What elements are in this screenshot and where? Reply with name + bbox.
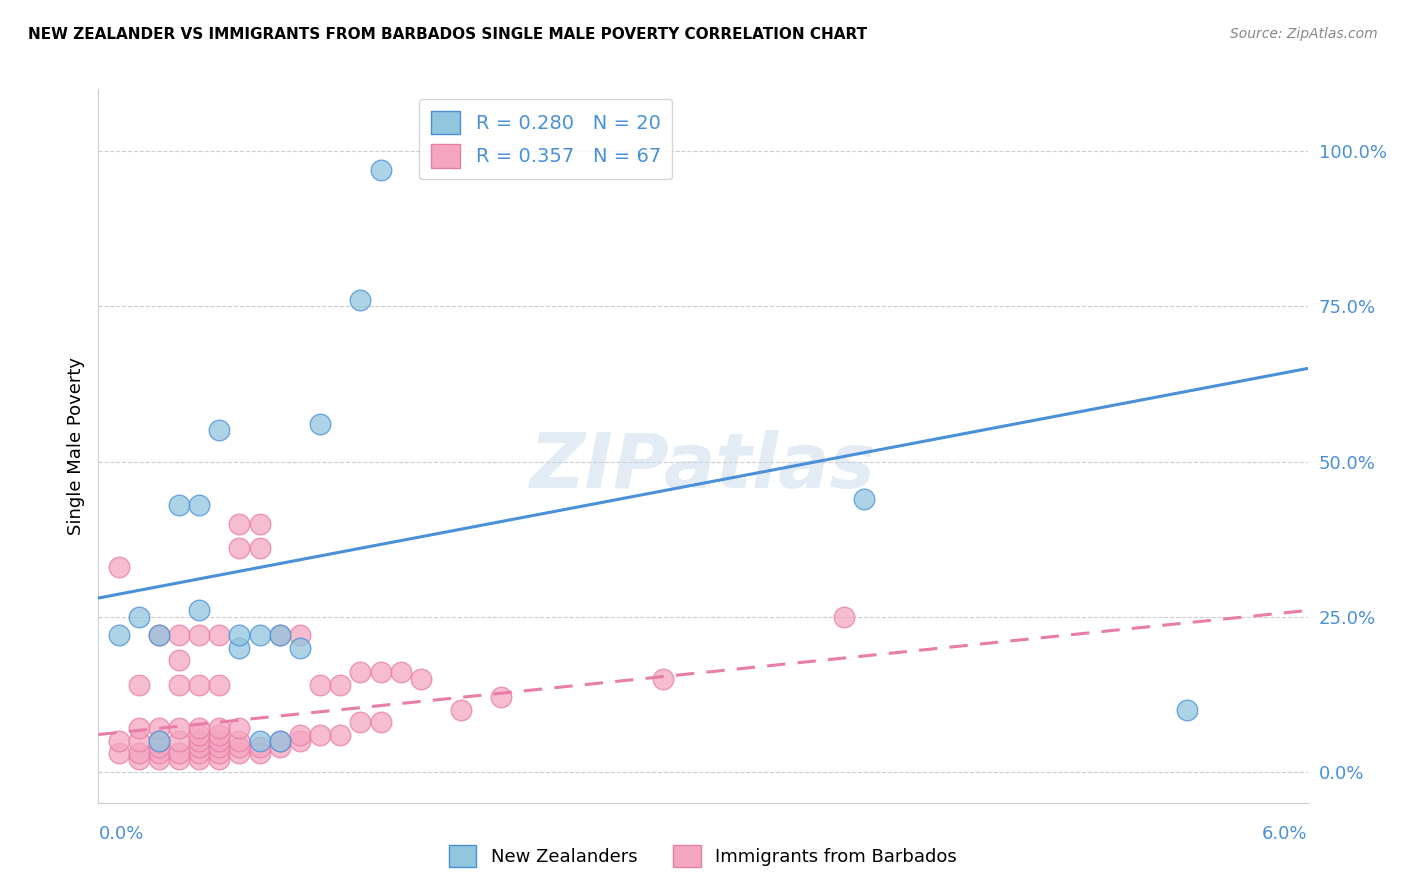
- Point: [148, 746, 170, 760]
- Point: [409, 672, 432, 686]
- Point: [349, 715, 371, 730]
- Point: [167, 733, 190, 747]
- Point: [269, 628, 291, 642]
- Point: [148, 733, 170, 747]
- Point: [167, 752, 190, 766]
- Point: [188, 752, 211, 766]
- Point: [228, 541, 250, 556]
- Point: [228, 739, 250, 754]
- Legend: R = 0.280   N = 20, R = 0.357   N = 67: R = 0.280 N = 20, R = 0.357 N = 67: [419, 99, 672, 179]
- Point: [128, 678, 150, 692]
- Text: Source: ZipAtlas.com: Source: ZipAtlas.com: [1230, 27, 1378, 41]
- Point: [188, 739, 211, 754]
- Point: [128, 733, 150, 747]
- Point: [249, 516, 271, 531]
- Point: [188, 628, 211, 642]
- Point: [491, 690, 513, 705]
- Point: [167, 653, 190, 667]
- Point: [107, 733, 129, 747]
- Point: [107, 746, 129, 760]
- Y-axis label: Single Male Poverty: Single Male Poverty: [66, 357, 84, 535]
- Point: [370, 715, 392, 730]
- Point: [329, 678, 352, 692]
- Point: [309, 417, 332, 432]
- Point: [208, 733, 231, 747]
- Point: [208, 424, 231, 438]
- Point: [107, 560, 129, 574]
- Point: [832, 609, 855, 624]
- Point: [107, 628, 129, 642]
- Point: [288, 640, 311, 655]
- Point: [249, 541, 271, 556]
- Point: [228, 628, 250, 642]
- Point: [269, 733, 291, 747]
- Point: [228, 516, 250, 531]
- Point: [148, 739, 170, 754]
- Text: ZIPatlas: ZIPatlas: [530, 431, 876, 504]
- Point: [370, 665, 392, 680]
- Point: [128, 746, 150, 760]
- Point: [309, 727, 332, 741]
- Point: [249, 628, 271, 642]
- Point: [148, 752, 170, 766]
- Point: [167, 498, 190, 512]
- Point: [208, 739, 231, 754]
- Point: [370, 162, 392, 177]
- Legend: New Zealanders, Immigrants from Barbados: New Zealanders, Immigrants from Barbados: [441, 838, 965, 874]
- Point: [148, 733, 170, 747]
- Point: [269, 628, 291, 642]
- Point: [148, 722, 170, 736]
- Point: [167, 746, 190, 760]
- Point: [389, 665, 412, 680]
- Text: 6.0%: 6.0%: [1263, 825, 1308, 843]
- Point: [167, 628, 190, 642]
- Point: [349, 665, 371, 680]
- Point: [228, 746, 250, 760]
- Point: [188, 722, 211, 736]
- Text: NEW ZEALANDER VS IMMIGRANTS FROM BARBADOS SINGLE MALE POVERTY CORRELATION CHART: NEW ZEALANDER VS IMMIGRANTS FROM BARBADO…: [28, 27, 868, 42]
- Point: [249, 733, 271, 747]
- Point: [208, 752, 231, 766]
- Point: [349, 293, 371, 308]
- Point: [148, 628, 170, 642]
- Point: [329, 727, 352, 741]
- Point: [208, 678, 231, 692]
- Point: [228, 640, 250, 655]
- Point: [288, 733, 311, 747]
- Point: [167, 678, 190, 692]
- Point: [208, 746, 231, 760]
- Point: [651, 672, 673, 686]
- Point: [208, 727, 231, 741]
- Point: [228, 733, 250, 747]
- Point: [288, 727, 311, 741]
- Point: [148, 628, 170, 642]
- Point: [188, 678, 211, 692]
- Point: [128, 752, 150, 766]
- Point: [188, 727, 211, 741]
- Point: [188, 733, 211, 747]
- Point: [188, 603, 211, 617]
- Point: [450, 703, 472, 717]
- Point: [288, 628, 311, 642]
- Point: [269, 739, 291, 754]
- Point: [188, 498, 211, 512]
- Point: [167, 722, 190, 736]
- Point: [1175, 703, 1198, 717]
- Point: [128, 722, 150, 736]
- Point: [208, 722, 231, 736]
- Point: [208, 628, 231, 642]
- Point: [188, 746, 211, 760]
- Text: 0.0%: 0.0%: [98, 825, 143, 843]
- Point: [249, 746, 271, 760]
- Point: [249, 739, 271, 754]
- Point: [269, 733, 291, 747]
- Point: [228, 722, 250, 736]
- Point: [128, 609, 150, 624]
- Point: [309, 678, 332, 692]
- Point: [853, 491, 876, 506]
